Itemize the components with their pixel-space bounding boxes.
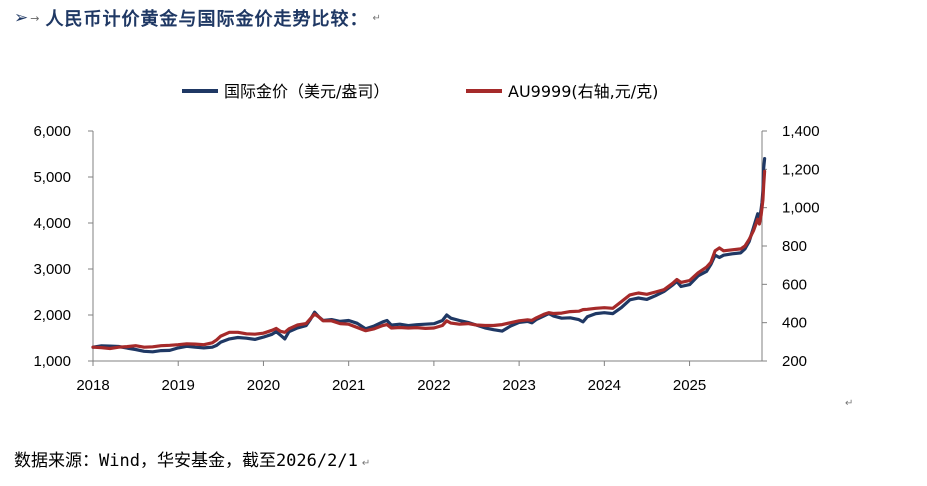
legend-label: AU9999(右轴,元/克): [508, 82, 658, 101]
paragraph-mark: ↵: [361, 458, 371, 469]
y-left-tick-label: 1,000: [33, 353, 71, 370]
y-right-tick-label: 600: [782, 276, 807, 293]
y-right-tick-label: 200: [782, 353, 807, 370]
y-left-tick-label: 3,000: [33, 261, 71, 278]
y-left-tick-label: 4,000: [33, 215, 71, 232]
x-tick-label: 2021: [332, 377, 365, 394]
x-tick-label: 2020: [247, 377, 280, 394]
chart-axes: 1,000 2,000 3,000 4,000 5,000 6,000 200 400 600 8…: [33, 123, 819, 394]
x-tick-label: 2024: [588, 377, 621, 394]
y-left-tick-label: 5,000: [33, 169, 71, 186]
chart-legend: 国际金价（美元/盎司） AU9999(右轴,元/克): [182, 82, 658, 101]
y-right-tick-label: 1,200: [782, 161, 820, 178]
y-right-tick-label: 800: [782, 238, 807, 255]
y-right-tick-label: 400: [782, 315, 807, 332]
x-tick-label: 2023: [502, 377, 535, 394]
tab-arrow-mark: →: [30, 11, 40, 25]
legend-label: 国际金价（美元/盎司）: [224, 82, 389, 101]
x-tick-label: 2018: [76, 377, 109, 394]
x-tick-label: 2025: [673, 377, 706, 394]
x-tick-label: 2022: [417, 377, 450, 394]
y-right-tick-label: 1,000: [782, 200, 820, 217]
series-line-au9999: [91, 169, 767, 351]
y-left-tick-label: 2,000: [33, 307, 71, 324]
series-layer: [91, 157, 767, 354]
arrow-bullet-icon: ➢: [14, 8, 29, 28]
y-right-tick-label: 1,400: [782, 123, 820, 140]
heading-text: 人民币计价黄金与国际金价走势比较：: [45, 9, 369, 30]
paragraph-mark: ↵: [372, 12, 381, 24]
data-source-note: 数据来源：Wind，华安基金，截至2026/2/1 ↵: [14, 446, 370, 471]
paragraph-mark: ↵: [845, 398, 854, 409]
y-left-tick-label: 6,000: [33, 123, 71, 140]
section-heading: ➢ → 人民币计价黄金与国际金价走势比较： ↵: [14, 3, 381, 33]
series-line-international-gold: [91, 157, 767, 354]
source-text: 数据来源：Wind，华安基金，截至2026/2/1: [14, 451, 358, 471]
gold-price-chart: 国际金价（美元/盎司） AU9999(右轴,元/克) 1,000 2,000 3,00…: [33, 82, 819, 394]
x-tick-label: 2019: [162, 377, 195, 394]
